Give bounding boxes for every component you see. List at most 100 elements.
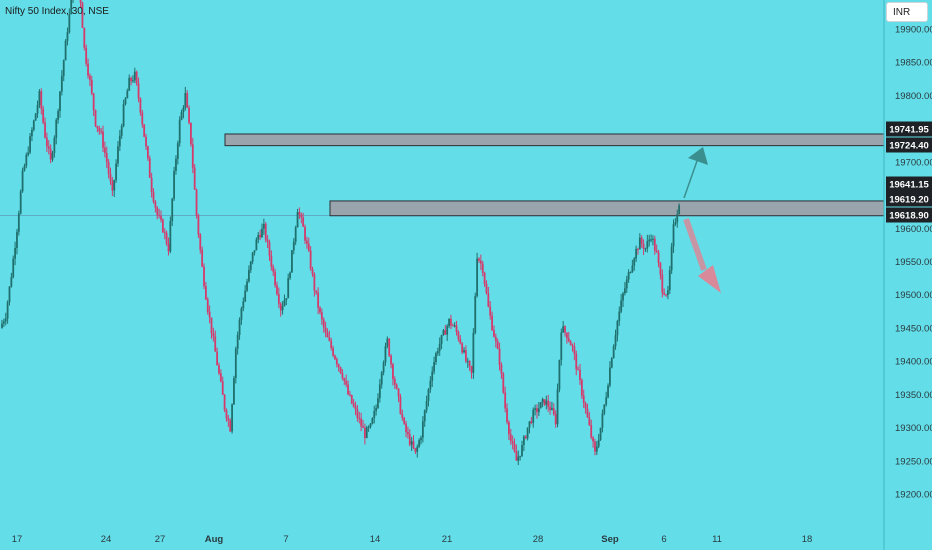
candle <box>158 208 161 219</box>
candle <box>294 225 297 246</box>
candle <box>277 287 280 308</box>
candle <box>629 271 632 274</box>
candle <box>416 444 419 458</box>
lower-resistance-zone[interactable] <box>329 200 885 217</box>
candle <box>335 357 338 368</box>
candle <box>128 74 131 91</box>
candle <box>47 140 50 155</box>
candle <box>313 272 316 297</box>
y-tick-label: 19900.00 <box>895 25 932 36</box>
price-axis[interactable]: 19200.00 19250.00 19300.00 19350.00 19400.00… <box>883 0 932 550</box>
candle <box>201 246 204 268</box>
candle <box>644 247 647 252</box>
currency-button[interactable]: INR <box>886 2 928 22</box>
candle <box>234 346 237 384</box>
candle <box>616 319 619 342</box>
candle <box>343 377 346 385</box>
candle <box>618 306 621 326</box>
candle <box>27 146 30 157</box>
candle <box>130 76 132 86</box>
x-tick-label: Aug <box>205 534 224 545</box>
candle <box>152 188 155 204</box>
candle <box>663 288 666 296</box>
candle <box>139 97 142 116</box>
candle <box>390 353 392 369</box>
candle <box>350 394 353 405</box>
candle <box>169 216 172 254</box>
candle <box>105 146 108 169</box>
time-axis[interactable]: 17 24 27 Aug 7 14 21 28 Sep 6 11 18 <box>12 534 813 545</box>
candle <box>309 246 312 271</box>
candle <box>285 298 288 306</box>
price-label: 19641.15 <box>886 176 932 192</box>
candle <box>59 90 61 118</box>
candle <box>620 294 623 314</box>
candle <box>102 125 104 153</box>
candle <box>103 141 106 158</box>
candle <box>208 305 211 324</box>
candle <box>528 421 531 434</box>
candle <box>244 284 247 303</box>
candle <box>661 269 664 298</box>
candle <box>330 337 333 351</box>
candle <box>324 321 327 338</box>
candle <box>397 388 400 403</box>
candle <box>392 362 394 386</box>
y-tick-label: 19300.00 <box>895 423 932 434</box>
candle <box>199 233 202 254</box>
candle <box>423 409 426 427</box>
candle <box>328 330 331 342</box>
candle <box>272 264 275 276</box>
candle <box>436 347 439 357</box>
candle <box>524 435 527 440</box>
candle <box>676 209 679 228</box>
candle <box>509 428 512 445</box>
candle <box>292 238 295 255</box>
candle <box>55 118 58 145</box>
candle <box>648 234 651 247</box>
candle <box>558 359 561 393</box>
candle <box>49 144 52 164</box>
candle <box>154 200 157 213</box>
candle <box>622 291 624 308</box>
upper-resistance-zone[interactable] <box>224 133 885 147</box>
candle <box>493 325 495 338</box>
candle <box>246 278 248 293</box>
candle <box>410 437 413 452</box>
candle <box>547 394 550 412</box>
x-tick-label: 28 <box>533 534 544 545</box>
candle <box>594 438 596 456</box>
candle <box>448 318 450 329</box>
price-label-text: 19619.20 <box>889 195 929 206</box>
candle <box>148 155 151 178</box>
candle <box>21 167 24 193</box>
candle <box>44 117 46 139</box>
candle <box>670 242 673 274</box>
candle <box>453 322 456 328</box>
candle <box>541 397 544 408</box>
candle <box>375 404 378 416</box>
candle <box>642 239 645 256</box>
candle <box>176 140 179 165</box>
candle <box>117 141 119 167</box>
candle <box>248 265 250 283</box>
candle <box>506 403 508 425</box>
candle <box>132 75 134 83</box>
candle <box>25 152 28 169</box>
candle <box>115 159 118 183</box>
candle <box>405 420 407 438</box>
candle <box>66 27 69 46</box>
candle <box>298 207 301 220</box>
candle <box>595 441 598 456</box>
candle <box>378 379 381 403</box>
zones-layer <box>224 133 885 217</box>
arrows-layer <box>683 147 721 293</box>
candle <box>337 363 340 372</box>
candle <box>210 317 213 339</box>
candle <box>147 145 149 161</box>
candle <box>560 328 563 366</box>
candle <box>317 287 320 315</box>
candle <box>652 235 654 246</box>
candle <box>276 281 278 296</box>
